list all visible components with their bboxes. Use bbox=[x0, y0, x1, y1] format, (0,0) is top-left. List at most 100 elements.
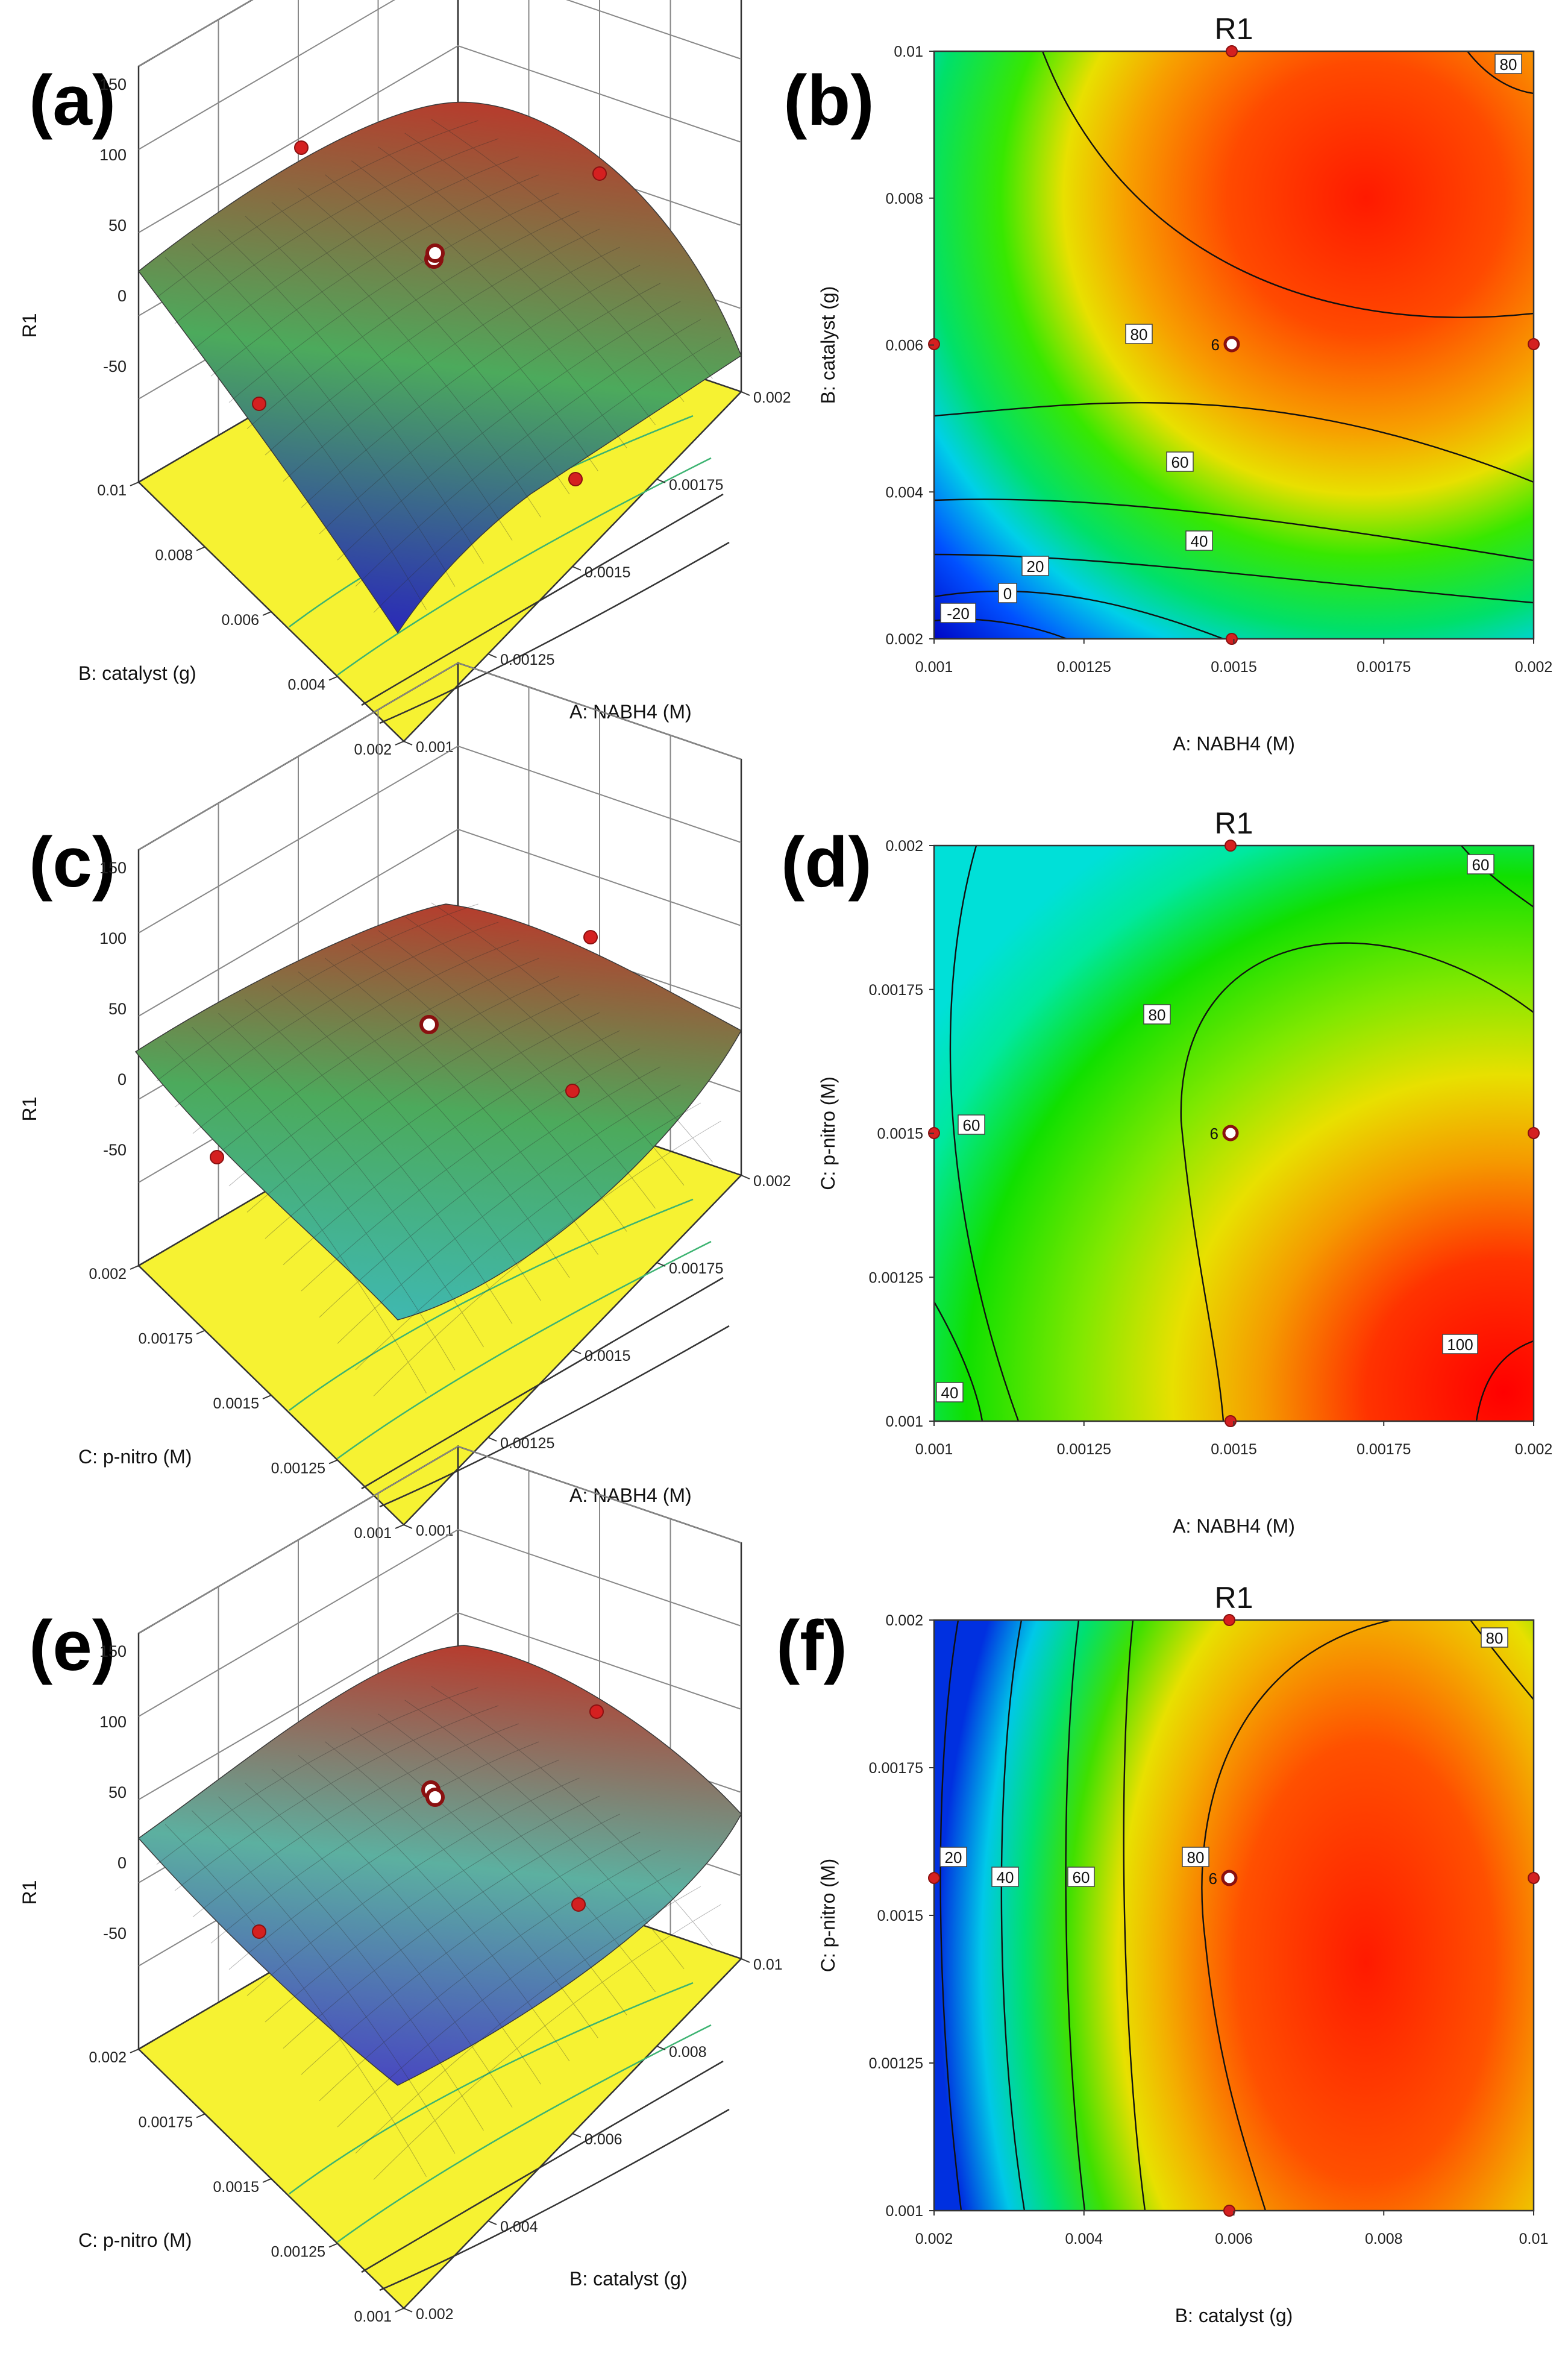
y-tick-label: 0.001 bbox=[354, 1525, 392, 1542]
floor-contour-line bbox=[379, 2108, 730, 2291]
surface-mesh-line bbox=[355, 1102, 701, 1371]
y-tick-label: 0.006 bbox=[221, 612, 259, 629]
x-tick-mark bbox=[488, 2220, 497, 2225]
contour-plot-d: 60 80 60 40 100 6 R1 0.001 0.00125 0.0015 0.00175 0… bbox=[817, 806, 1553, 1537]
contour-label-box bbox=[1442, 1334, 1478, 1354]
surface-mesh-line bbox=[351, 1727, 627, 2015]
y-tick-label: 0.00125 bbox=[869, 2055, 923, 2072]
contour-line bbox=[1475, 1340, 1534, 1421]
surface-mesh-line bbox=[337, 301, 681, 561]
surface-mesh-line bbox=[373, 1120, 721, 1396]
contour-line bbox=[1470, 1620, 1534, 1700]
x-tick-mark bbox=[741, 1958, 750, 1963]
surface-mesh-line bbox=[192, 940, 519, 1134]
design-point bbox=[1223, 1614, 1235, 1626]
surface-mesh-line bbox=[165, 1040, 427, 1393]
x-tick-label: 0.002 bbox=[1515, 1441, 1553, 1458]
surface-mesh-line bbox=[324, 958, 598, 1255]
design-point bbox=[1226, 45, 1238, 57]
floor-contour-line bbox=[337, 1240, 712, 1460]
design-point bbox=[425, 1788, 445, 1807]
contour-line bbox=[1201, 1620, 1393, 2211]
z-tick-label: 0 bbox=[118, 1070, 127, 1088]
x-tick-mark bbox=[656, 1262, 666, 1267]
y-tick-label: 0.00125 bbox=[271, 2244, 325, 2261]
surface-mesh-line bbox=[156, 120, 478, 298]
contour-label: 80 bbox=[1486, 1629, 1504, 1647]
floor-contour-line bbox=[361, 493, 724, 706]
surface-mesh-line bbox=[191, 1026, 456, 1371]
panel-label-b: (b) bbox=[783, 61, 874, 140]
wall-gridline bbox=[138, 1528, 742, 1717]
surface-mesh-line bbox=[245, 999, 513, 1324]
center-point-count: 6 bbox=[1209, 1870, 1217, 1888]
contour-label: 80 bbox=[1131, 325, 1148, 344]
surface-mesh bbox=[156, 119, 721, 613]
y-tick-label: 0.01 bbox=[894, 43, 923, 60]
center-point-count: 6 bbox=[1210, 1125, 1218, 1143]
contour-label-box bbox=[1143, 1004, 1171, 1025]
x-tick-mark bbox=[656, 479, 666, 483]
contour-line bbox=[1467, 51, 1534, 95]
z-tick-label: 150 bbox=[99, 1642, 127, 1660]
surface-mesh-line bbox=[319, 1850, 660, 2102]
x-tick-label: 0.00125 bbox=[1057, 659, 1111, 676]
surface-mesh-line bbox=[355, 319, 701, 587]
panel-b-contour: (b) 80 80 60 40 20 0 -20 6 R1 0.001 0.00125 0.0015 0… bbox=[783, 0, 1568, 783]
design-point bbox=[210, 1150, 224, 1164]
y-tick-label: 0.00175 bbox=[869, 1760, 923, 1777]
y-tick-mark bbox=[130, 1265, 139, 1270]
y-axis-label: C: p-nitro (M) bbox=[817, 1859, 839, 1972]
surface-mesh-line bbox=[283, 247, 620, 482]
z-tick-label: -50 bbox=[103, 1141, 127, 1159]
x-tick-label: 0.0015 bbox=[1211, 659, 1256, 676]
y-tick-mark bbox=[196, 1330, 205, 1335]
floor-contour-line bbox=[337, 457, 712, 676]
y-tick-label: 0.002 bbox=[354, 741, 392, 758]
surface-mesh-line bbox=[271, 202, 541, 518]
x-tick-label: 0.004 bbox=[1065, 2231, 1103, 2247]
y-tick-mark bbox=[395, 741, 404, 746]
response-surface bbox=[137, 101, 742, 634]
surface-mesh-line bbox=[337, 1868, 681, 2127]
contour-label: 80 bbox=[1187, 1848, 1205, 1867]
surface-mesh-line bbox=[337, 1084, 681, 1344]
y-tick-label: 0.0015 bbox=[213, 1395, 259, 1412]
surface-mesh-line bbox=[319, 1066, 660, 1318]
surface-mesh-line bbox=[174, 138, 499, 324]
x-tick-label: 0.008 bbox=[669, 2044, 707, 2061]
z-tick-label: 50 bbox=[108, 1000, 127, 1018]
x-axis-label: A: NABH4 (M) bbox=[569, 701, 692, 723]
design-point bbox=[1221, 1870, 1238, 1886]
z-tick-label: -50 bbox=[103, 1924, 127, 1942]
surface-mesh-line bbox=[271, 1769, 541, 2085]
surface-mesh-line bbox=[283, 1030, 620, 1265]
contour-fill bbox=[934, 1620, 1534, 2211]
design-point bbox=[568, 472, 583, 486]
response-surface bbox=[137, 1645, 742, 2086]
surface-mesh-line bbox=[191, 243, 456, 587]
z-tick-label: 150 bbox=[99, 75, 127, 93]
contour-label-box bbox=[936, 1382, 964, 1402]
contour-label-box bbox=[998, 583, 1017, 603]
contour-label-box bbox=[1494, 54, 1522, 74]
surface-mesh-line bbox=[210, 1741, 539, 1944]
y-axis-label: B: catalyst (g) bbox=[78, 662, 196, 684]
x-tick-label: 0.0015 bbox=[585, 1348, 630, 1364]
surface-mesh-line bbox=[245, 1782, 513, 2108]
surface-mesh-line bbox=[431, 1686, 713, 1946]
surface-mesh-line bbox=[301, 1832, 641, 2075]
x-tick-mark bbox=[488, 1437, 497, 1442]
surface-mesh-line bbox=[228, 192, 560, 403]
surface-mesh-line bbox=[218, 1796, 484, 2131]
surface-mesh-line bbox=[324, 1741, 598, 2038]
surface-mesh-line bbox=[378, 1713, 656, 1992]
surface-mesh-line bbox=[378, 146, 656, 425]
x-tick-label: 0.0015 bbox=[585, 564, 630, 581]
z-tick-label: -50 bbox=[103, 357, 127, 375]
design-point bbox=[1223, 336, 1240, 353]
surface-mesh-line bbox=[298, 188, 570, 495]
x-tick-label: 0.01 bbox=[1519, 2231, 1549, 2247]
contour-line bbox=[934, 1301, 983, 1421]
